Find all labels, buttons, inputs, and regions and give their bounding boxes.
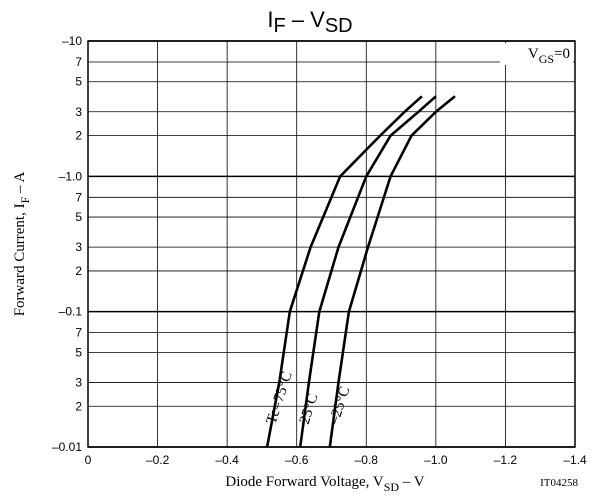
curve	[265, 95, 423, 448]
y-tick-label: 5	[75, 210, 82, 224]
x-tick-label: –0.2	[146, 453, 170, 467]
y-tick-label: 7	[75, 326, 82, 340]
annotation-part: =0	[554, 46, 570, 62]
grid	[87, 40, 576, 448]
x-axis-label: Diode Forward Voltage, VSD – V	[225, 474, 424, 494]
y-tick-label: 7	[75, 55, 82, 69]
y-tick-label: –0.1	[59, 305, 83, 319]
y-tick-label: 5	[75, 75, 82, 89]
title-part: – V	[286, 7, 325, 32]
x-tick-label: –0.6	[285, 453, 309, 467]
marks	[265, 95, 456, 448]
y-label-part: Forward Current, I	[12, 203, 28, 316]
y-tick-label: –1.0	[59, 169, 83, 183]
y-tick-label: 3	[75, 105, 82, 119]
annotation-part: GS	[539, 52, 554, 66]
y-tick-label: 2	[75, 129, 82, 143]
annotation-box	[500, 43, 573, 65]
y-tick-label: 2	[75, 264, 82, 278]
y-label-part: F	[18, 196, 32, 203]
plot-frame	[87, 40, 576, 448]
figure-code: IT04258	[540, 477, 578, 489]
annotation: VGS=0	[528, 46, 570, 66]
x-tick-label: –1.0	[424, 453, 448, 467]
x-tick-label: –1.2	[494, 453, 518, 467]
title-part: I	[267, 7, 273, 32]
y-label-part: – A	[12, 172, 28, 197]
x-tick-label: 0	[85, 453, 92, 467]
title-part: F	[273, 15, 285, 37]
curve-label: Tc=75°C	[264, 370, 296, 427]
title-part: SD	[325, 15, 353, 37]
x-tick-label: –0.8	[355, 453, 379, 467]
y-tick-label: –10	[62, 34, 82, 48]
curve-label: 25°C	[297, 392, 322, 426]
y-tick-label: –0.01	[52, 440, 82, 454]
y-tick-label: 7	[75, 190, 82, 204]
y-axis-label: Forward Current, IF – A	[12, 172, 32, 317]
chart-title: IF – VSD	[267, 7, 352, 37]
annotation-part: V	[528, 46, 539, 62]
y-tick-label: 3	[75, 240, 82, 254]
x-tick-label: –1.4	[563, 453, 587, 467]
curve	[298, 95, 437, 448]
x-label-part: Diode Forward Voltage, V	[225, 474, 383, 490]
x-label-part: SD	[384, 480, 400, 494]
y-tick-label: 5	[75, 345, 82, 359]
y-tick-label: 2	[75, 399, 82, 413]
curve	[328, 95, 456, 448]
y-tick-label: 3	[75, 375, 82, 389]
x-label-part: – V	[399, 474, 425, 490]
x-tick-label: –0.4	[215, 453, 239, 467]
